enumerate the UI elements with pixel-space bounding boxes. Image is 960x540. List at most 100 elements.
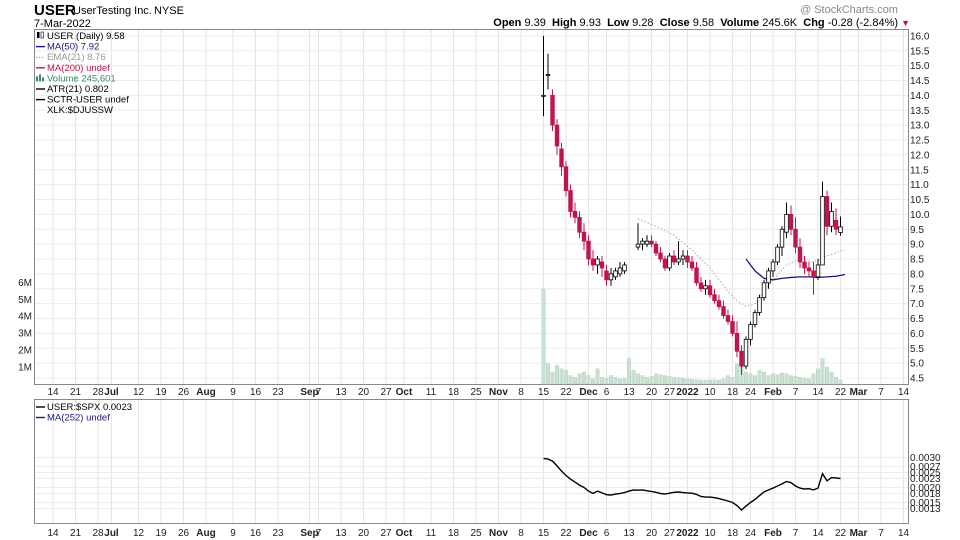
volume-bar [609,375,614,385]
volume-tick-label: 3M [18,329,32,340]
candle-body [595,258,600,266]
price-tick-label: 5.0 [910,359,924,370]
x-tick-label: 16 [250,387,262,398]
legend-volume-icon [36,76,38,82]
candle-body [734,332,740,352]
ratio-tick-label: 0.0023 [910,474,941,485]
candle-body [685,255,690,263]
x-tick-label: 25 [470,528,482,539]
x-tick-label: 9 [230,387,236,398]
x-tick-label: Dec [579,528,598,539]
x-tick-label: 7 [878,387,884,398]
legend-entry: ATR(21) 0.802 [47,84,109,95]
x-tick-label: Nov [489,387,508,398]
ratio-tick-label: 0.0025 [910,468,941,479]
chart-date: 7-Mar-2022 [34,18,91,30]
x-tick-label: 7 [316,387,322,398]
x-tick-label: 19 [155,528,167,539]
x-tick-label: 13 [623,528,635,539]
x-tick-label: 2022 [676,528,699,539]
candle-body [806,267,812,272]
price-tick-label: 8.5 [910,255,924,266]
volume-bar [694,379,699,385]
legend-candle-icon [37,32,40,38]
candle-body [712,294,717,302]
candle-body [788,213,794,230]
volume-bar [649,376,654,385]
x-tick-label: 15 [538,387,550,398]
candle-body [667,255,672,269]
price-tick-label: 15.0 [910,61,930,72]
x-tick-label: 16 [250,528,262,539]
x-tick-label: Jul [104,528,119,539]
chg-label: Chg [803,17,825,29]
volume-bar [690,379,695,385]
x-tick-label: 20 [358,387,370,398]
x-tick-label: 18 [727,528,739,539]
candle-body [622,264,627,272]
candle-body [658,252,663,260]
candle-body [820,196,825,266]
volume-bar [726,375,731,385]
x-tick-label: 9 [230,528,236,539]
candle-body [752,312,758,325]
x-tick-label: 13 [335,528,347,539]
x-tick-label: 25 [470,387,482,398]
volume-bar [604,377,609,385]
x-tick-label: 20 [358,528,370,539]
price-tick-label: 9.5 [910,225,924,236]
volume-bar [753,375,758,385]
volume-bar [600,377,605,385]
volume-bar [780,372,785,385]
ratio-tick-label: 0.0018 [910,489,941,500]
high-label: High [552,17,577,29]
x-tick-label: 18 [448,387,460,398]
volume-bar [784,373,789,385]
x-tick-label: 11 [426,528,437,539]
legend-entry: Volume 245,601 [47,73,116,84]
x-tick-label: Jul [104,387,119,398]
price-tick-label: 16.0 [910,31,930,42]
x-tick-label: Mar [850,387,868,398]
price-tick-label: 4.5 [910,374,924,385]
x-tick-label: 23 [272,528,284,539]
x-tick-label: 14 [898,528,910,539]
x-tick-label: 14 [812,528,824,539]
price-tick-label: 15.5 [910,46,930,57]
volume-bar [676,377,681,385]
volume-bar [820,358,825,385]
price-tick-label: 10.0 [910,210,930,221]
high-value: 9.93 [579,17,601,29]
price-tick-label: 6.0 [910,329,924,340]
x-tick-label: 11 [426,387,437,398]
candle-body [689,261,695,269]
candle-body [581,231,587,242]
volume-bar [568,375,573,385]
volume-label: Volume [720,17,760,29]
volume-bar [703,380,708,385]
legend-entry: USER (Daily) 9.58 [47,31,125,42]
legend-candle-icon [40,31,44,39]
legend-entry: XLK:$DJUSSW [47,105,113,116]
candle-body [572,210,578,218]
candle-body [775,246,780,263]
x-tick-label: 20 [646,387,658,398]
volume-bar [582,371,587,385]
price-tick-label: 13.5 [910,106,930,117]
price-tick-label: 11.5 [910,165,929,176]
x-tick-label: 24 [745,528,757,539]
volume-bar [735,363,740,385]
volume-bar [591,378,596,385]
low-value: 9.28 [632,17,654,29]
ratio-tick-label: 0.0027 [910,462,941,473]
volume-bar [622,377,627,385]
x-tick-label: 22 [835,528,847,539]
price-tick-label: 8.0 [910,269,924,280]
volume-tick-label: 2M [18,346,32,357]
candle-body [784,213,789,233]
candle-body [748,324,753,340]
candle-body [653,243,659,254]
legend-entry: EMA(21) 8.76 [47,52,106,63]
volume-bar [793,376,798,385]
